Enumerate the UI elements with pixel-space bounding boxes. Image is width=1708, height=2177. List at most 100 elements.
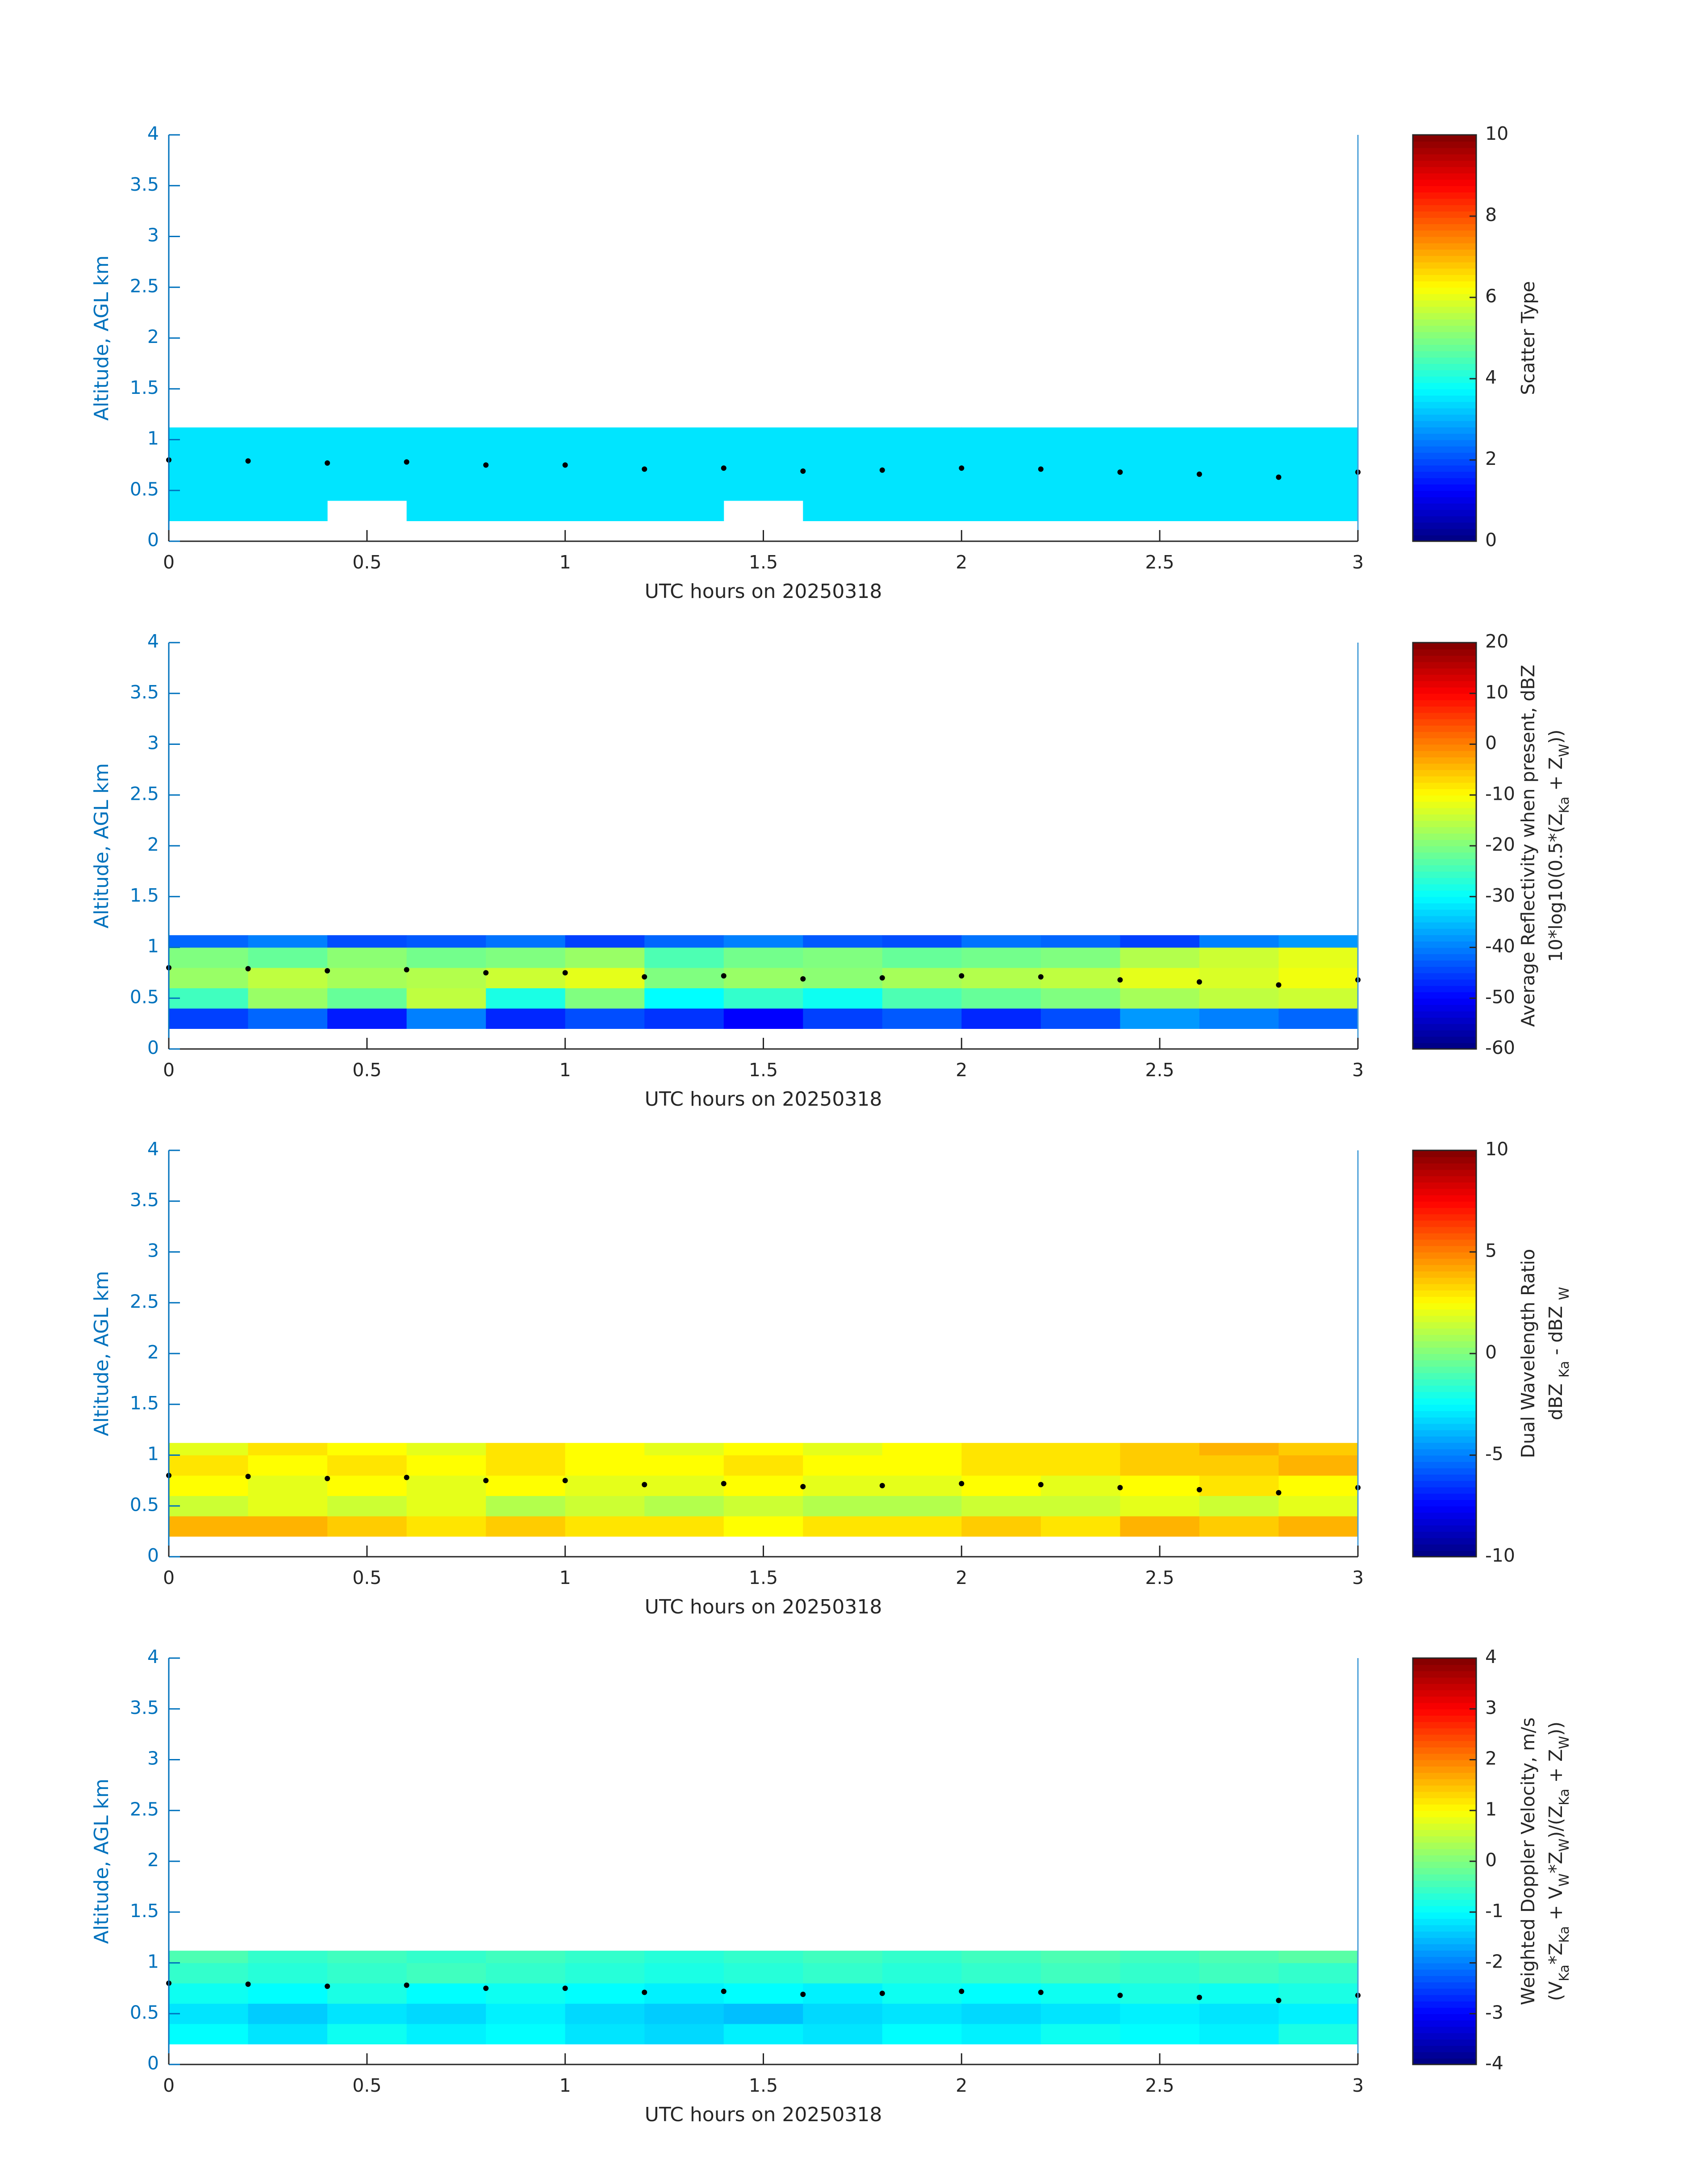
colorbar-swatch bbox=[1413, 300, 1476, 307]
heatmap-cell bbox=[1278, 2024, 1358, 2044]
colorbar-swatch bbox=[1413, 706, 1476, 713]
colorbar-swatch bbox=[1413, 236, 1476, 243]
heatmap-cell bbox=[961, 1475, 1041, 1496]
heatmap-cell bbox=[961, 480, 1041, 501]
colorbar-label-part: + Z bbox=[1545, 757, 1566, 797]
marker-dot bbox=[721, 973, 727, 979]
heatmap-cell bbox=[644, 501, 724, 521]
heatmap-cell bbox=[486, 439, 566, 460]
colorbar-swatch bbox=[1413, 814, 1476, 821]
y-tick-label: 0.5 bbox=[130, 986, 159, 1007]
heatmap-cell bbox=[248, 1443, 328, 1455]
x-tick-label: 0 bbox=[163, 2075, 175, 2096]
colorbar-swatch bbox=[1413, 801, 1476, 808]
x-tick-label: 0 bbox=[163, 552, 175, 573]
marker-dot bbox=[800, 468, 806, 474]
heatmap-cell bbox=[169, 1963, 249, 1984]
colorbar-swatch bbox=[1413, 693, 1476, 700]
colorbar-swatch bbox=[1413, 293, 1476, 301]
colorbar-swatch bbox=[1413, 1817, 1476, 1824]
x-tick-label: 0.5 bbox=[352, 1567, 381, 1588]
heatmap-cell bbox=[961, 1516, 1041, 1537]
colorbar-swatch bbox=[1413, 661, 1476, 669]
heatmap-cell bbox=[169, 439, 249, 460]
heatmap-cell bbox=[961, 460, 1041, 481]
heatmap-cell bbox=[803, 2003, 883, 2024]
heatmap-cell bbox=[882, 1443, 962, 1455]
marker-dot bbox=[562, 970, 568, 976]
heatmap-cell bbox=[723, 988, 803, 1009]
colorbar-swatch bbox=[1413, 1474, 1476, 1481]
heatmap-cell bbox=[169, 460, 249, 481]
colorbar-swatch bbox=[1413, 915, 1476, 923]
x-tick-label: 1 bbox=[560, 2075, 571, 2096]
heatmap-cell bbox=[1199, 935, 1279, 948]
colorbar-swatch bbox=[1413, 1994, 1476, 2002]
marker-dot bbox=[800, 1484, 806, 1490]
heatmap-cell bbox=[327, 1475, 407, 1496]
heatmap-cell bbox=[644, 1951, 724, 1963]
colorbar-swatch bbox=[1413, 427, 1476, 434]
colorbar-swatch bbox=[1413, 1842, 1476, 1849]
colorbar-swatch bbox=[1413, 1296, 1476, 1304]
y-tick-label: 4 bbox=[147, 1138, 159, 1160]
heatmap-cell bbox=[169, 935, 249, 948]
colorbar-swatch bbox=[1413, 960, 1476, 967]
marker-dot bbox=[1117, 977, 1123, 983]
heatmap-cell bbox=[169, 2003, 249, 2024]
marker-dot bbox=[404, 967, 409, 973]
colorbar-swatch bbox=[1413, 287, 1476, 294]
heatmap-cell bbox=[723, 1008, 803, 1029]
y-tick-label: 3.5 bbox=[130, 1697, 159, 1718]
colorbar-label-part: *Z bbox=[1545, 1943, 1566, 1965]
y-tick-label: 0 bbox=[147, 1545, 159, 1566]
heatmap-cell bbox=[327, 935, 407, 948]
colorbar-swatch bbox=[1413, 408, 1476, 415]
y-tick-label: 1.5 bbox=[130, 885, 159, 906]
heatmap-cell bbox=[1040, 947, 1120, 968]
colorbar-swatch bbox=[1413, 776, 1476, 783]
heatmap-cell bbox=[169, 1475, 249, 1496]
colorbar-swatch bbox=[1413, 649, 1476, 656]
colorbar-swatch bbox=[1413, 1975, 1476, 1983]
heatmap-cell bbox=[723, 1516, 803, 1537]
colorbar-label-part: + Z bbox=[1545, 1749, 1566, 1789]
heatmap-cell bbox=[723, 1455, 803, 1476]
heatmap-cell bbox=[644, 1496, 724, 1517]
colorbar-swatch bbox=[1413, 198, 1476, 205]
colorbar-tick-label: 20 bbox=[1485, 631, 1508, 652]
heatmap-cell bbox=[1120, 1455, 1200, 1476]
colorbar-swatch bbox=[1413, 1328, 1476, 1335]
heatmap-cell bbox=[486, 501, 566, 521]
colorbar-swatch bbox=[1413, 1487, 1476, 1494]
marker-dot bbox=[562, 1478, 568, 1483]
heatmap-cell bbox=[248, 947, 328, 968]
colorbar-swatch bbox=[1413, 985, 1476, 993]
heatmap-cell bbox=[1278, 1496, 1358, 1517]
heatmap-cell bbox=[406, 947, 486, 968]
heatmap-cell bbox=[1199, 2024, 1279, 2044]
marker-dot bbox=[325, 1983, 330, 1989]
heatmap-cell bbox=[882, 439, 962, 460]
colorbar-swatch bbox=[1413, 1207, 1476, 1215]
marker-dot bbox=[325, 460, 330, 466]
colorbar-swatch bbox=[1413, 2007, 1476, 2014]
y-axis-label: Altitude, AGL km bbox=[90, 763, 113, 928]
colorbar-swatch bbox=[1413, 433, 1476, 440]
heatmap-cell bbox=[327, 968, 407, 988]
heatmap-cell bbox=[1040, 1443, 1120, 1455]
x-tick-label: 1 bbox=[560, 552, 571, 573]
colorbar-swatch bbox=[1413, 1829, 1476, 1837]
marker-dot bbox=[879, 1483, 885, 1488]
colorbar-swatch bbox=[1413, 795, 1476, 802]
heatmap-cell bbox=[882, 935, 962, 948]
heatmap-cell bbox=[248, 439, 328, 460]
colorbar-swatch bbox=[1413, 497, 1476, 504]
colorbar-swatch bbox=[1413, 1334, 1476, 1341]
colorbar-swatch bbox=[1413, 1404, 1476, 1411]
heatmap-cell bbox=[1278, 947, 1358, 968]
heatmap-cell bbox=[565, 427, 645, 440]
heatmap-cell bbox=[882, 1951, 962, 1963]
colorbar-swatch bbox=[1413, 1905, 1476, 1913]
colorbar-swatch bbox=[1413, 1747, 1476, 1754]
